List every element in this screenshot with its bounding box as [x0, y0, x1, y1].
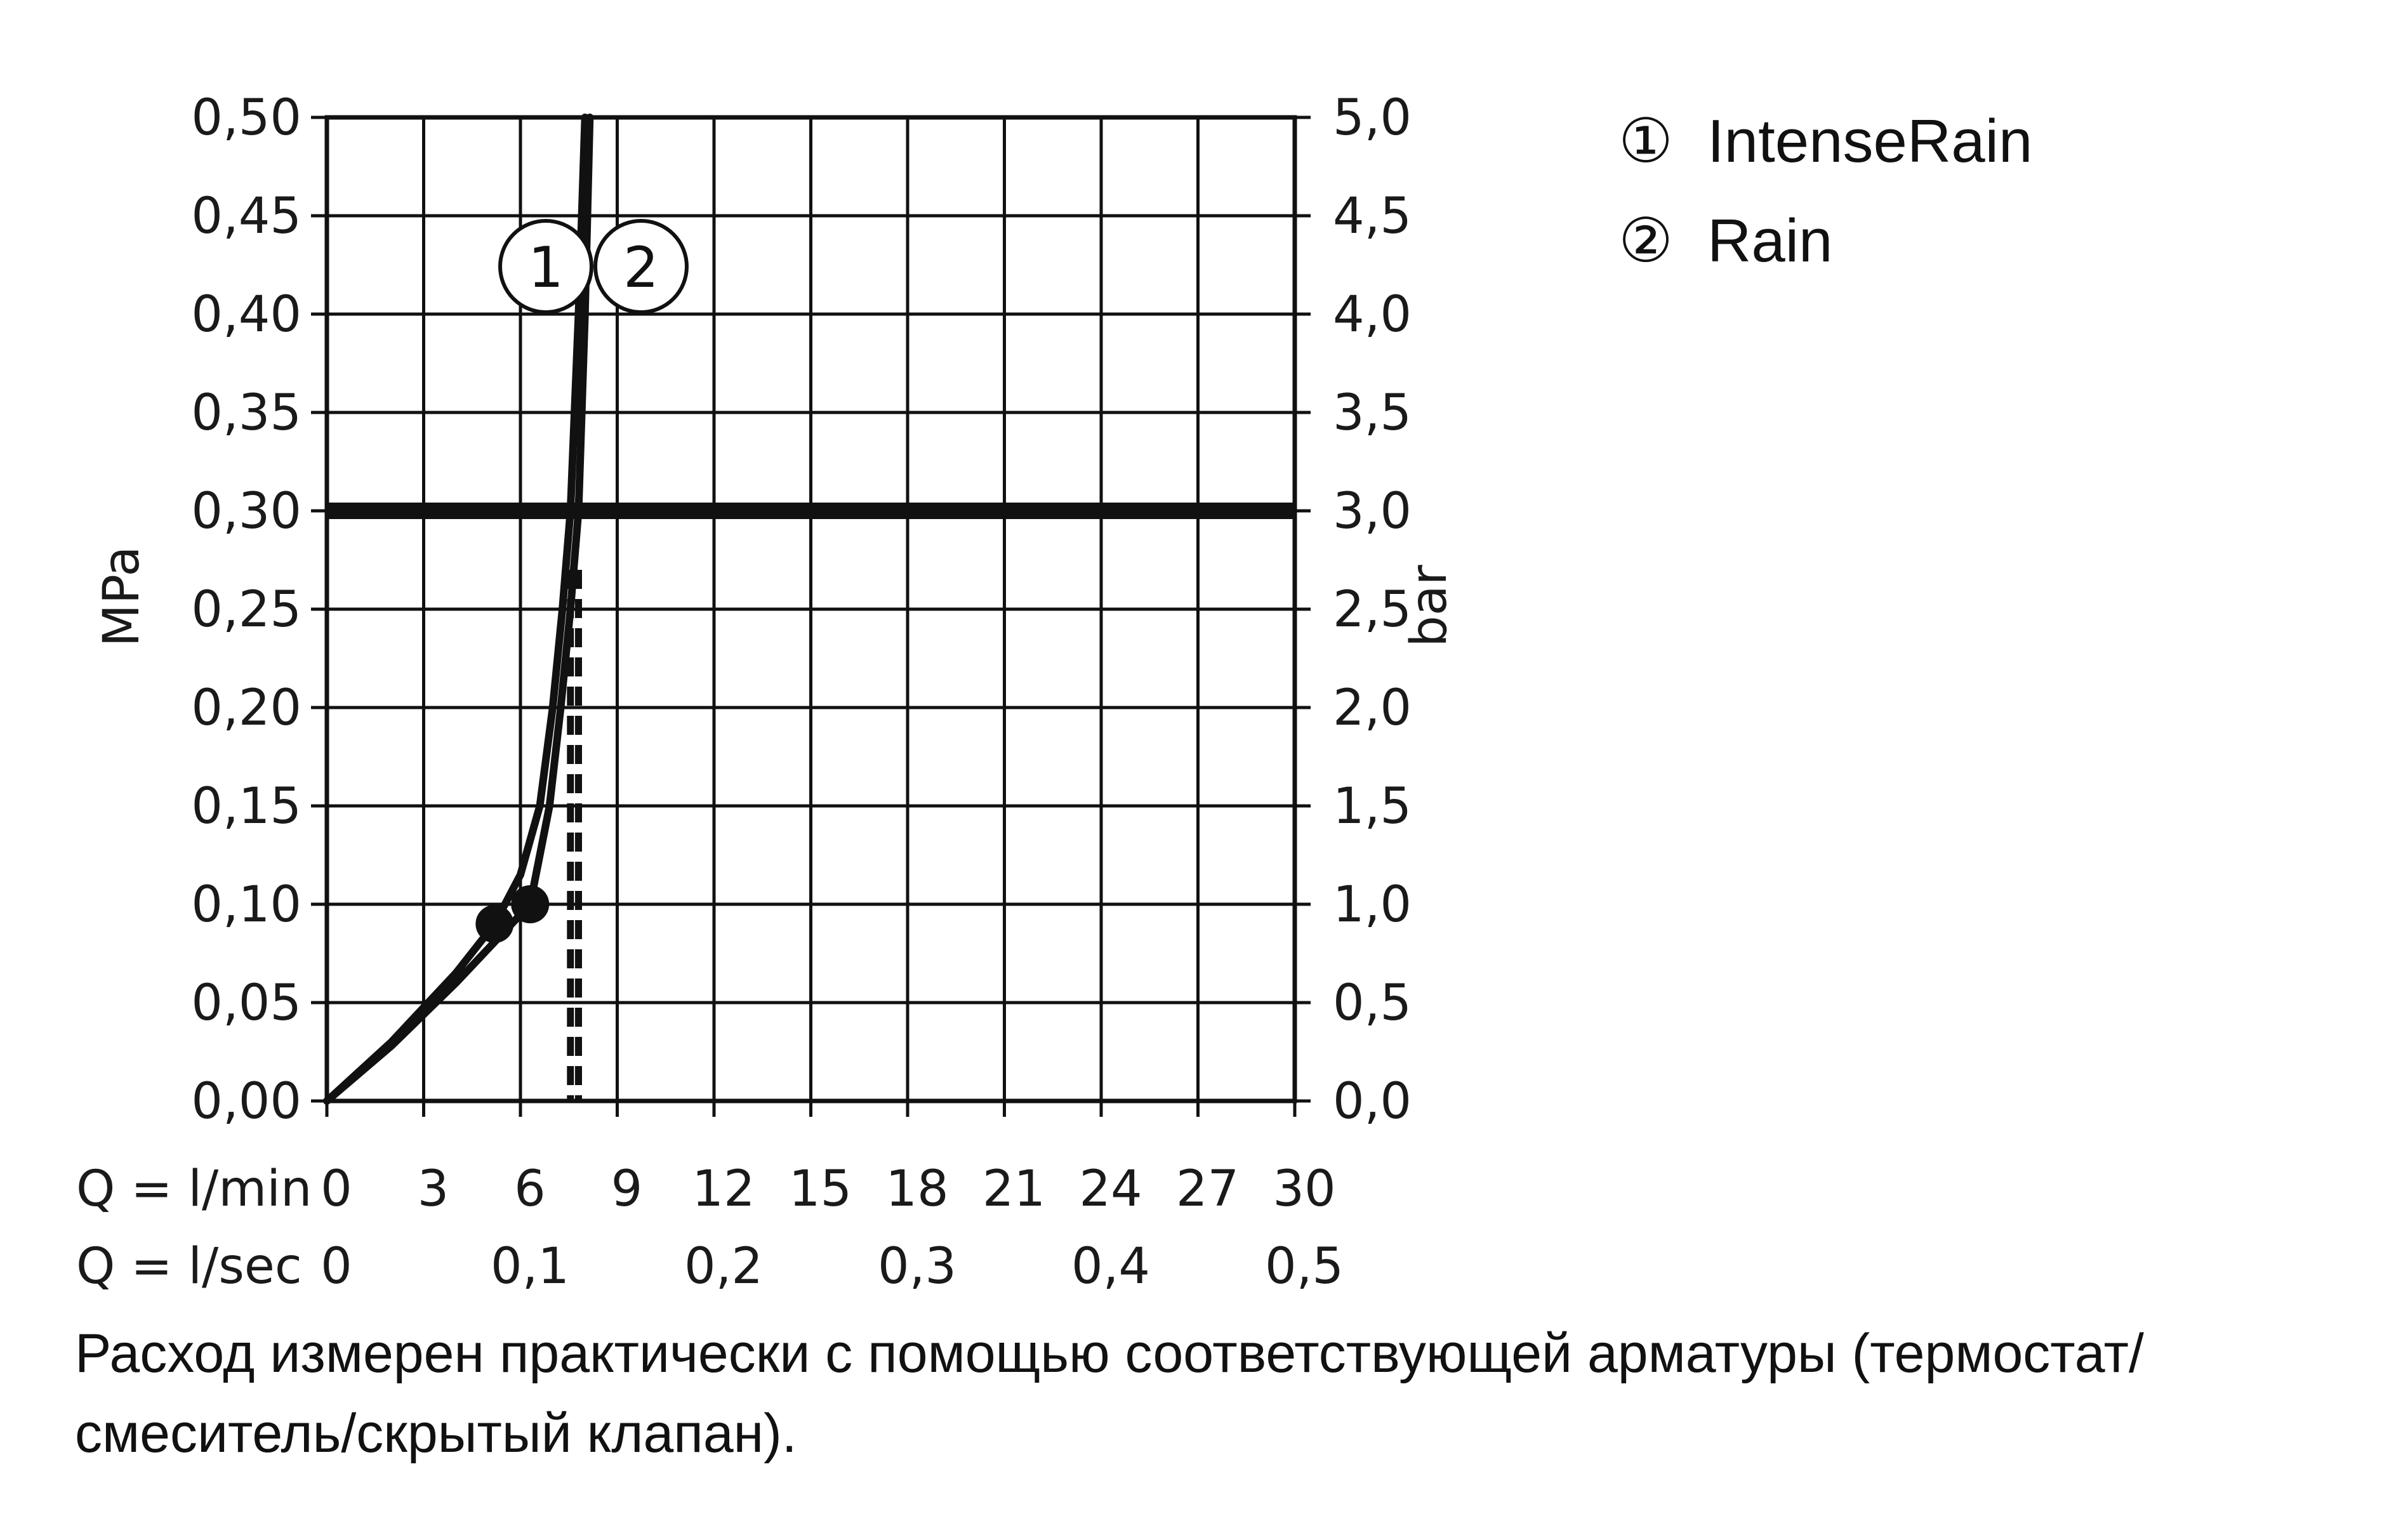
x-lmin-tick-label: 6 [514, 1161, 546, 1218]
y-right-tick-label: 1,5 [1333, 778, 1412, 835]
legend-item-2: ② Rain [1618, 207, 1832, 275]
curve-marker-1-label: 1 [528, 235, 564, 300]
y-right-tick-label: 2,5 [1333, 581, 1412, 638]
x-lsec-tick-label: 0,3 [878, 1238, 956, 1295]
series-points [475, 885, 550, 943]
legend-item-1: ① IntenseRain [1618, 107, 2032, 175]
curve-marker-2-label: 2 [623, 235, 659, 300]
y-left-axis-label: MPa [93, 546, 150, 647]
legend-item-2-label: Rain [1707, 207, 1832, 275]
x-lmin-tick-label: 18 [885, 1161, 948, 1218]
x-lmin-tick-label: 3 [418, 1161, 449, 1218]
y-right-tick-label: 2,0 [1333, 680, 1412, 737]
series-curves [323, 114, 594, 1105]
x-lsec-tick-label: 0,1 [491, 1238, 569, 1295]
y-right-tick-label: 3,0 [1333, 483, 1412, 540]
dashed-flow-lines [567, 570, 582, 1101]
x-lsec-axis-label: Q = l/sec [76, 1238, 302, 1295]
x-lmin-tick-label: 12 [692, 1161, 755, 1218]
y-right-tick-label: 5,0 [1333, 89, 1412, 147]
x-lmin-axis-label: Q = l/min [76, 1161, 312, 1218]
legend-item-1-symbol: ① [1618, 107, 1673, 175]
y-right-tick-label: 4,0 [1333, 286, 1412, 343]
series-point-2 [511, 885, 550, 923]
x-lmin-tick-label: 27 [1176, 1161, 1239, 1218]
y-left-tick-label: 0,35 [191, 385, 301, 442]
y-left-tick-label: 0,10 [191, 876, 301, 933]
x-lsec-tick-label: 0,5 [1265, 1238, 1344, 1295]
x-lmin-tick-label: 9 [611, 1161, 643, 1218]
y-left-tick-label: 0,45 [191, 188, 301, 245]
y-left-tick-label: 0,00 [191, 1073, 301, 1130]
axis-ticks [311, 115, 1311, 1117]
x-lsec-tick-label: 0 [321, 1238, 352, 1295]
y-right-tick-label: 3,5 [1333, 385, 1412, 442]
y-right-tick-label: 1,0 [1333, 876, 1412, 933]
legend-item-2-symbol: ② [1618, 207, 1673, 275]
x-lmin-tick-label: 15 [789, 1161, 852, 1218]
series-line-1 [323, 114, 589, 1105]
footnote: Расход измерен практически с помощью соо… [75, 1314, 2360, 1473]
x-lmin-tick-label: 24 [1079, 1161, 1142, 1218]
legend-item-1-label: IntenseRain [1707, 107, 2032, 175]
x-lsec-tick-label: 0,2 [684, 1238, 763, 1295]
y-right-axis-label: bar [1401, 564, 1458, 647]
x-lmin-tick-label: 30 [1273, 1161, 1335, 1218]
y-left-tick-label: 0,25 [191, 581, 301, 638]
footnote-text: Расход измерен практически с помощью соо… [75, 1323, 2144, 1464]
series-line-2 [323, 114, 594, 1105]
x-lmin-tick-label: 21 [982, 1161, 1045, 1218]
y-left-tick-label: 0,15 [191, 778, 301, 835]
axis-tick-labels: 0,00 0,00,05 0,50,10 1,00,15 1,50,20 2,00,25 2… [191, 89, 1412, 1295]
y-left-tick-label: 0,20 [191, 680, 301, 737]
y-left-tick-label: 0,30 [191, 483, 301, 540]
y-left-tick-label: 0,05 [191, 975, 301, 1032]
curve-marker-1-circle [498, 219, 593, 314]
y-left-tick-label: 0,50 [191, 89, 301, 147]
x-lsec-tick-label: 0,4 [1071, 1238, 1150, 1295]
y-right-tick-label: 4,5 [1333, 188, 1412, 245]
y-right-tick-label: 0,5 [1333, 975, 1412, 1032]
x-lmin-tick-label: 0 [321, 1161, 352, 1218]
curve-marker-2-circle [593, 219, 689, 314]
series-point-1 [475, 905, 514, 943]
y-left-tick-label: 0,40 [191, 286, 301, 343]
y-right-tick-label: 0,0 [1333, 1073, 1412, 1130]
legend: ① IntenseRain ② Rain [1618, 107, 2032, 275]
